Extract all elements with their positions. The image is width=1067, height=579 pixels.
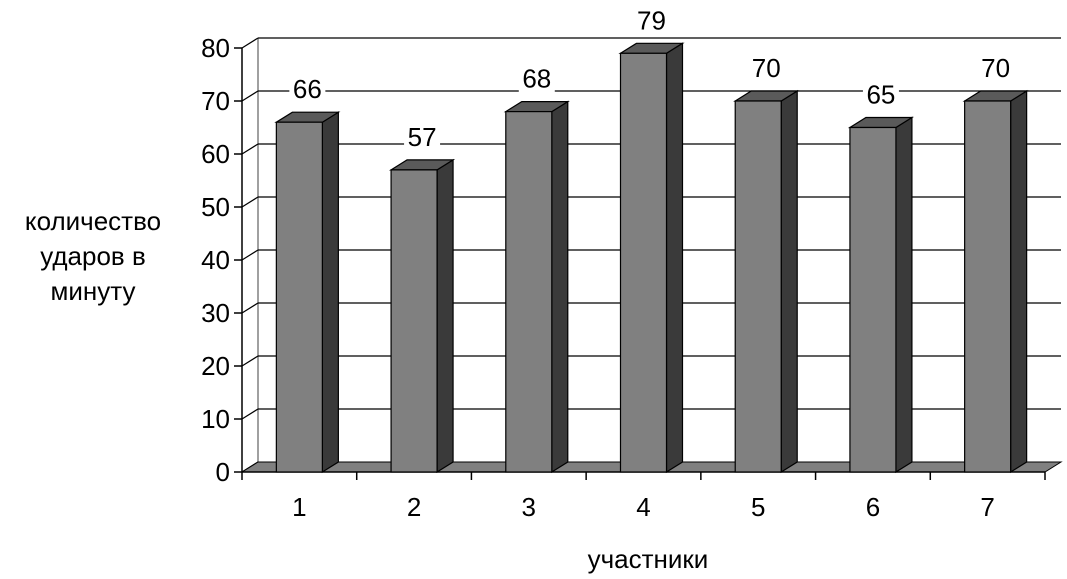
y-axis-title-line: количество — [25, 206, 161, 236]
bar — [618, 42, 685, 474]
bar-front — [964, 100, 1012, 473]
x-tick-label: 4 — [636, 492, 650, 522]
wall-gridline — [241, 90, 259, 102]
x-tick-labels: 1 2 3 4 5 6 7 — [292, 492, 995, 522]
wall-gridline — [241, 249, 259, 261]
data-label-bg — [289, 74, 326, 105]
y-axis-title-line: минуту — [51, 276, 136, 306]
wall-gridline — [241, 355, 259, 367]
data-label: 70 — [752, 53, 781, 83]
y-tick-label: 0 — [216, 457, 230, 487]
bar — [733, 89, 800, 474]
bar-side — [895, 116, 913, 474]
data-label: 65 — [866, 80, 895, 110]
bar-front — [390, 169, 438, 473]
wall-gridline — [241, 408, 259, 420]
y-axis-title: количество ударов в минуту — [25, 206, 161, 306]
wall-gridline — [241, 143, 259, 155]
data-label-bg — [748, 53, 785, 83]
y-tick-label: 70 — [201, 86, 230, 116]
data-labels: 66 57 68 79 70 65 70 — [289, 5, 1014, 152]
bar — [503, 100, 570, 474]
bar — [388, 158, 456, 474]
bars — [274, 42, 1029, 474]
y-tick-label: 80 — [201, 33, 230, 63]
bar-front — [505, 110, 553, 473]
x-tick-label: 3 — [522, 492, 536, 522]
bar-front — [849, 126, 897, 473]
wall-gridline — [241, 302, 259, 314]
data-label-bg — [518, 63, 555, 94]
bar — [962, 89, 1029, 474]
bar-side — [665, 42, 684, 474]
wall-gridline — [241, 196, 259, 208]
data-label: 79 — [637, 5, 666, 35]
data-label: 66 — [293, 74, 322, 104]
x-tick-label: 7 — [980, 492, 994, 522]
data-label-bg — [977, 53, 1014, 83]
data-label: 57 — [408, 122, 437, 152]
x-tick-label: 1 — [292, 492, 306, 522]
y-tick-label: 40 — [201, 245, 230, 275]
bar — [274, 111, 341, 474]
data-label: 68 — [522, 64, 551, 94]
y-tick-label: 30 — [201, 298, 230, 328]
data-label-bg — [633, 5, 670, 36]
data-label: 70 — [981, 53, 1010, 83]
x-axis-title: участники — [588, 544, 709, 574]
data-label-bg — [404, 121, 441, 152]
data-label-bg — [862, 79, 899, 110]
bar — [847, 116, 915, 474]
bar-front — [734, 100, 782, 473]
x-tick-label: 2 — [407, 492, 421, 522]
bar-side — [551, 100, 569, 474]
y-tick-label: 10 — [201, 404, 230, 434]
bar-front — [619, 52, 668, 473]
wall-gridline — [241, 37, 259, 49]
bar-side — [1010, 89, 1028, 474]
y-tick-label: 60 — [201, 139, 230, 169]
bar-front — [275, 121, 323, 473]
y-tick-labels: 0 10 20 30 40 50 60 70 80 — [201, 33, 230, 487]
x-tick-label: 5 — [751, 492, 765, 522]
y-tick-label: 50 — [201, 192, 230, 222]
x-tick-label: 6 — [866, 492, 880, 522]
bar-side — [321, 111, 339, 474]
y-tick-label: 20 — [201, 351, 230, 381]
bar-side — [436, 158, 454, 474]
bar-side — [780, 89, 798, 474]
y-axis-title-line: ударов в — [40, 241, 146, 271]
